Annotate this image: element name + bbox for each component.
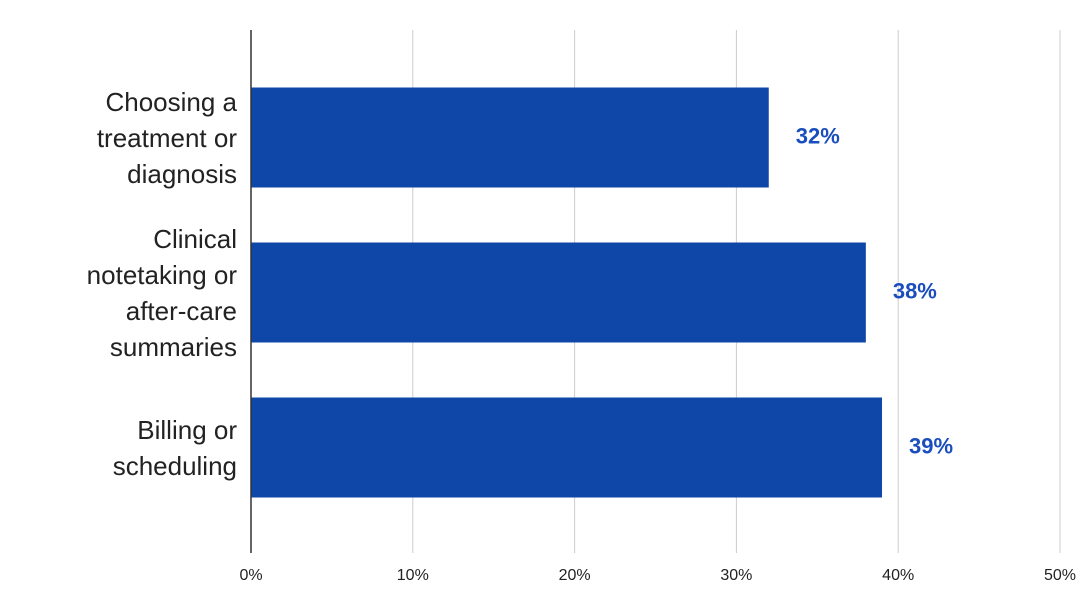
x-tick-label: 0% [239, 567, 262, 584]
x-tick-label: 10% [397, 567, 429, 584]
bar [251, 397, 883, 498]
y-tick-label: Choosing a treatment or diagnosis [96, 86, 237, 189]
x-tick-label: 20% [559, 567, 591, 584]
y-tick-label: Clinical notetaking or after-care summar… [86, 223, 237, 362]
x-tick-label: 50% [1044, 567, 1076, 584]
bar [251, 87, 769, 188]
x-tick-label: 40% [882, 567, 914, 584]
value-label: 38% [893, 278, 937, 303]
bar [251, 242, 866, 343]
y-tick-label: Billing or scheduling [112, 414, 237, 481]
x-tick-label: 30% [720, 567, 752, 584]
value-label: 39% [909, 433, 953, 458]
value-label: 32% [796, 123, 840, 148]
